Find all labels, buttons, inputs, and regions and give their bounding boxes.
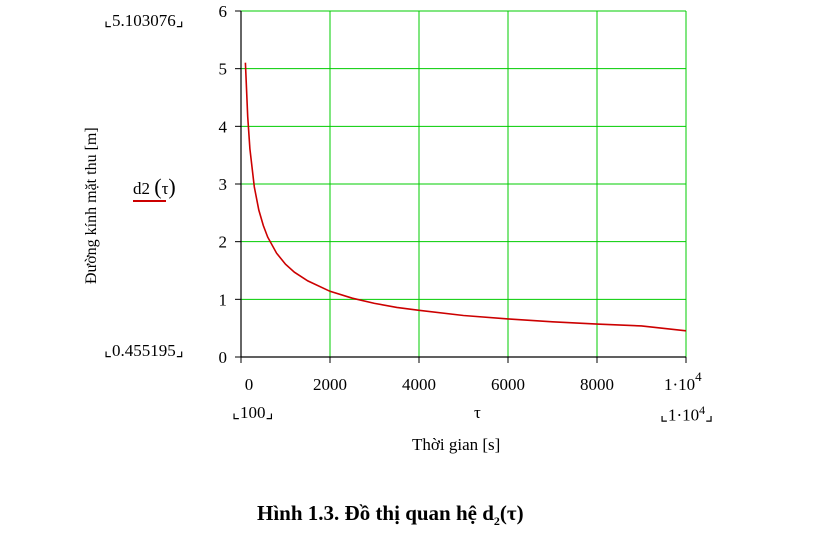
x-tick-label-4: 8000 bbox=[580, 375, 614, 394]
series-line-d2 bbox=[244, 62, 687, 332]
grid-lines bbox=[241, 10, 687, 357]
y-tick-label-6: 6 bbox=[219, 2, 228, 21]
y-tick-label-0: 0 bbox=[219, 348, 228, 367]
legend-line-swatch bbox=[133, 200, 166, 202]
y-tick-label-4: 4 bbox=[219, 117, 228, 136]
y-tick-label-2: 2 bbox=[219, 233, 228, 252]
figure-caption: Hình 1.3. Đồ thị quan hệ d2(τ) bbox=[257, 501, 524, 529]
y-range-min: ⌞0.455195⌟ bbox=[104, 341, 184, 360]
y-tick-label-5: 5 bbox=[219, 60, 228, 79]
x-tick-label-1: 2000 bbox=[313, 375, 347, 394]
x-axis-label: Thời gian [s] bbox=[412, 435, 501, 454]
legend-paren-open: ( bbox=[154, 174, 162, 199]
x-tick-label-3: 6000 bbox=[491, 375, 525, 394]
legend-paren-close: ) bbox=[168, 174, 176, 199]
axes: 0 1 2 3 4 5 6 0 2000 4000 6000 8000 1·104 bbox=[219, 2, 703, 394]
y-tick-label-3: 3 bbox=[219, 175, 228, 194]
x-tick-label-2: 4000 bbox=[402, 375, 436, 394]
y-range-max: ⌞5.103076⌟ bbox=[104, 11, 184, 30]
y-axis-label: Đường kính mặt thu [m] bbox=[83, 127, 100, 284]
x-axis-symbol: τ bbox=[474, 403, 481, 422]
x-tick-label-0: 0 bbox=[245, 375, 254, 394]
x-range-max: ⌞1·104⌟ bbox=[660, 403, 714, 425]
legend-entry: d2 (τ) bbox=[133, 174, 176, 199]
x-range-min: ⌞100⌟ bbox=[232, 403, 274, 422]
x-tick-label-last: 1·104 bbox=[664, 369, 702, 394]
y-tick-label-1: 1 bbox=[219, 290, 228, 309]
